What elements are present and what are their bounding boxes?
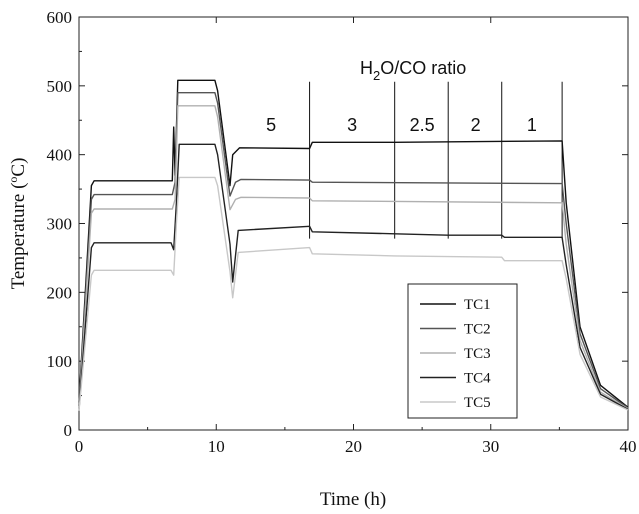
ratio-title-sub: 2: [373, 68, 380, 83]
ratio-labels: 5 3 2.5 2 1: [266, 115, 537, 135]
legend-label: TC2: [464, 322, 491, 338]
ratio-label: 5: [266, 115, 276, 135]
y-tick-label: 0: [64, 421, 73, 440]
x-tick-label: 10: [208, 437, 225, 456]
y-tick-label: 100: [47, 352, 73, 371]
x-axis-title: Time (h): [320, 489, 386, 510]
x-tick-label: 40: [620, 437, 637, 456]
series-line-tc5: [78, 176, 629, 411]
y-tick-label: 600: [47, 8, 73, 27]
series-line-tc2: [78, 91, 629, 409]
legend-items: TC1 TC2 TC3 TC4 TC5: [420, 297, 491, 411]
y-axis-title-end: C): [8, 158, 29, 177]
ratio-label: 3: [347, 115, 357, 135]
series-line-tc3: [78, 105, 629, 410]
legend-label: TC1: [464, 297, 491, 313]
x-tick-label: 30: [482, 437, 499, 456]
ratio-label: 2.5: [410, 115, 435, 135]
x-tick-label: 20: [345, 437, 362, 456]
ratio-title-post: O/CO ratio: [380, 58, 466, 78]
y-tick-label: 500: [47, 77, 73, 96]
plot-area: [78, 16, 629, 431]
y-tick-label: 200: [47, 283, 73, 302]
legend-label: TC5: [464, 395, 491, 411]
legend-box: [407, 283, 518, 419]
ratio-title-pre: H: [360, 58, 373, 78]
series-line-tc1: [78, 79, 629, 408]
series-line-tc4: [78, 143, 629, 411]
legend-label: TC4: [464, 371, 491, 387]
ratio-title: H2O/CO ratio: [360, 58, 466, 83]
ratio-label: 2: [471, 115, 481, 135]
y-axis-title-sup: o: [6, 177, 20, 183]
y-tick-label: 300: [47, 215, 73, 234]
series-lines: [78, 79, 629, 411]
legend: TC1 TC2 TC3 TC4 TC5: [407, 283, 518, 419]
ratio-dividers: [309, 81, 563, 239]
legend-label: TC3: [464, 346, 491, 362]
x-tick-label: 0: [75, 437, 84, 456]
y-tick-label: 400: [47, 146, 73, 165]
ratio-label: 1: [527, 115, 537, 135]
y-axis-title-main: Temperature (: [8, 183, 29, 290]
y-axis-title: Temperature (oC): [6, 158, 29, 290]
